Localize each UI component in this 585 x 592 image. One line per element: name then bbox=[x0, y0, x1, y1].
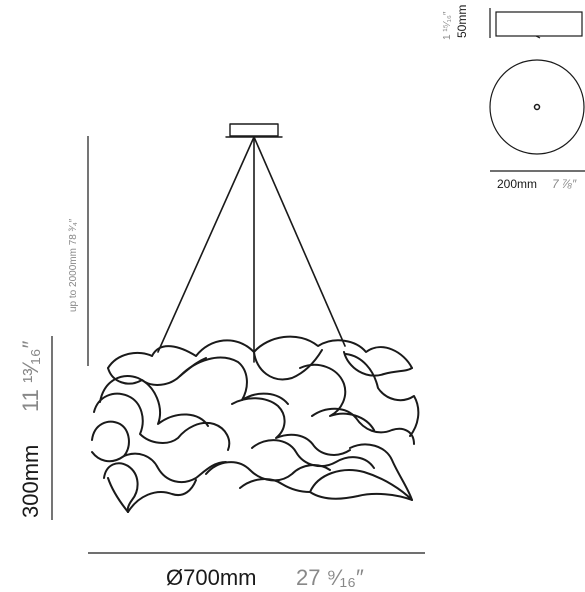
ribbon-top-under-right bbox=[343, 351, 413, 377]
ribbon-lower-left-wave bbox=[123, 452, 227, 484]
ribbon-bottom-left-curl bbox=[127, 479, 197, 513]
canopy-diameter-label: 200mm 7 ⅞″ bbox=[497, 177, 577, 191]
canopy-height-imperial: 1 ¹⁵⁄₁₆″ bbox=[442, 11, 453, 40]
ceiling-canopy bbox=[229, 123, 279, 137]
suspension-cables bbox=[157, 136, 346, 363]
ribbon-shade bbox=[91, 335, 420, 513]
height-metric: 300mm bbox=[18, 445, 43, 518]
ribbon-mid-left-b bbox=[179, 356, 289, 405]
canopy-side-outline bbox=[495, 11, 583, 37]
canopy-center-hole bbox=[533, 103, 541, 111]
ribbon-middle-center bbox=[231, 397, 351, 456]
ribbon-bottom-left bbox=[103, 462, 139, 513]
ribbon-middle-right bbox=[311, 407, 415, 445]
cable-left bbox=[157, 136, 255, 353]
ribbon-bottom-right-curl bbox=[309, 469, 413, 501]
height-label: 300mm 11 ¹³⁄₁₆″ bbox=[18, 340, 43, 518]
cable-length-label: up to 2000mm 78 ³⁄₄″ bbox=[68, 218, 79, 312]
canopy-diameter-metric: 200mm bbox=[497, 177, 537, 191]
canopy-height-metric: 50mm bbox=[455, 5, 469, 38]
diameter-label: Ø700mm 27 ⁹⁄₁₆″ bbox=[166, 565, 364, 590]
height-imperial: 11 ¹³⁄₁₆″ bbox=[18, 340, 43, 412]
canopy-diameter-imperial: 7 ⅞″ bbox=[552, 177, 577, 191]
ribbon-top-band bbox=[107, 335, 413, 369]
pendant-lamp bbox=[91, 123, 420, 513]
canopy-side-tick bbox=[535, 35, 541, 39]
ribbon-mid-left-a bbox=[99, 375, 209, 427]
ribbon-lower-right-arc bbox=[349, 443, 413, 501]
canopy-side-view bbox=[489, 8, 583, 39]
ribbon-mid-right-a bbox=[299, 363, 375, 431]
ribbon-lower-center-arc bbox=[251, 439, 375, 469]
ribbon-bottom-left-edge bbox=[107, 477, 129, 513]
cable-right bbox=[253, 136, 346, 347]
ribbon-mid-right-b bbox=[345, 353, 420, 437]
ribbon-lower-left-loop bbox=[91, 420, 130, 463]
ribbon-top-under-center bbox=[253, 349, 323, 381]
canopy-outline-circle bbox=[489, 59, 585, 155]
canopy-height-label: 50mm 1 ¹⁵⁄₁₆″ bbox=[442, 5, 469, 40]
diameter-imperial: 27 ⁹⁄₁₆″ bbox=[296, 565, 364, 590]
ribbon-top-under-left bbox=[107, 357, 207, 386]
ribbon-bottom-center bbox=[239, 478, 311, 493]
canopy-top-view bbox=[489, 59, 585, 172]
ribbon-middle-left bbox=[93, 392, 231, 451]
diameter-metric: Ø700mm bbox=[166, 565, 256, 590]
